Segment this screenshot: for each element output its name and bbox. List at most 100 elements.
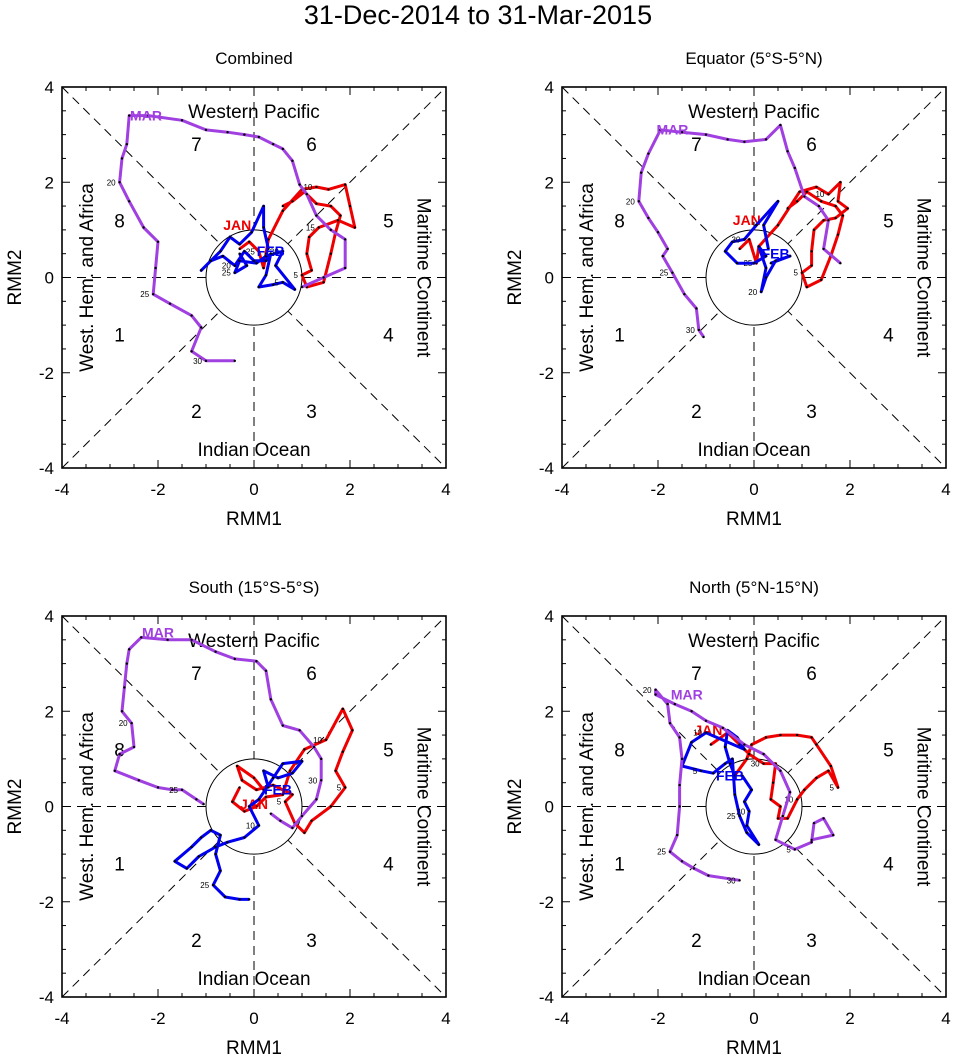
day-marker (310, 819, 313, 822)
day-marker (793, 848, 796, 851)
day-marker (118, 181, 121, 184)
day-marker (238, 259, 241, 263)
region-label-bottom: Indian Ocean (197, 969, 310, 990)
day-marker (745, 757, 748, 761)
day-marker (647, 152, 650, 155)
day-marker (668, 721, 672, 725)
phase-label-6: 6 (806, 135, 817, 156)
month-label-feb: FEB (716, 767, 744, 783)
day-marker (257, 250, 260, 253)
phase-label-5: 5 (383, 740, 394, 761)
day-marker (748, 810, 751, 813)
day-marker (267, 247, 270, 251)
panel-title: North (5°N-15°N) (689, 578, 819, 597)
day-marker (279, 819, 282, 822)
phase-label-5: 5 (383, 211, 394, 232)
month-label-feb: FEB (257, 243, 285, 259)
x-tick-label: 0 (249, 480, 258, 499)
day-marker (281, 724, 284, 727)
day-marker (805, 285, 808, 289)
day-marker (704, 133, 708, 136)
phase-label-2: 2 (191, 402, 202, 423)
day-marker (228, 235, 232, 239)
day-marker (680, 860, 684, 863)
day-marker (197, 855, 200, 858)
day-marker (728, 762, 732, 765)
day-marker (291, 826, 294, 830)
day-marker (752, 262, 756, 265)
day-marker (320, 757, 323, 761)
y-tick-label: -4 (39, 988, 54, 1007)
region-label-right: Maritime Continent (412, 198, 433, 358)
day-marker (334, 769, 337, 772)
day-marker (305, 192, 308, 196)
day-marker (262, 204, 265, 208)
day-marker (140, 636, 143, 639)
day-marker (204, 128, 208, 132)
day-marker (190, 350, 193, 353)
day-marker (764, 736, 768, 739)
day-marker (329, 805, 332, 808)
day-marker (147, 114, 150, 117)
day-label: 30 (751, 760, 760, 769)
day-marker (738, 879, 741, 882)
phase-label-8: 8 (114, 211, 125, 232)
day-marker (291, 793, 294, 796)
day-label: 10 (303, 183, 312, 192)
day-marker (128, 114, 131, 117)
day-marker (269, 812, 272, 815)
day-marker (745, 831, 748, 834)
day-marker (344, 238, 347, 241)
day-marker (846, 207, 849, 210)
day-marker (776, 223, 780, 227)
day-marker (680, 131, 684, 134)
y-axis-label: RMM2 (505, 250, 526, 306)
day-marker (329, 228, 332, 232)
day-label: 20 (626, 197, 635, 206)
day-marker (822, 247, 825, 251)
day-marker (300, 285, 304, 289)
day-label: 5 (786, 845, 791, 854)
day-marker (272, 142, 275, 146)
day-marker (243, 250, 246, 253)
day-marker (815, 776, 818, 780)
day-marker (640, 171, 643, 174)
day-marker (786, 817, 789, 820)
day-marker (743, 800, 746, 803)
day-label: 25 (222, 269, 231, 278)
day-marker (305, 252, 308, 255)
day-marker (156, 240, 160, 243)
day-marker (293, 288, 296, 291)
day-marker (233, 271, 236, 274)
day-marker (666, 247, 669, 251)
day-marker (827, 219, 830, 222)
day-marker (774, 838, 777, 842)
day-marker (834, 204, 837, 208)
day-marker (796, 798, 799, 801)
day-marker (262, 266, 265, 270)
x-tick-label: -4 (554, 480, 569, 499)
day-marker (700, 769, 703, 772)
series-jan: 5 10 15 25 JAN (223, 183, 357, 289)
day-marker (243, 836, 246, 839)
day-marker (190, 638, 193, 642)
day-marker (240, 779, 244, 782)
day-marker (252, 259, 256, 263)
series-line-feb (173, 759, 304, 901)
day-marker (781, 814, 784, 818)
day-marker (836, 200, 840, 203)
day-marker (680, 757, 684, 761)
day-marker (767, 247, 770, 251)
day-marker (336, 219, 340, 222)
day-marker (822, 817, 825, 820)
x-tick-label: 2 (845, 1009, 854, 1028)
day-marker (704, 719, 708, 722)
day-marker (190, 314, 193, 317)
day-marker (257, 798, 260, 801)
day-marker (724, 762, 727, 765)
day-marker (760, 290, 763, 293)
day-marker (243, 810, 246, 813)
day-marker (733, 774, 736, 777)
x-axis-label: RMM1 (226, 509, 282, 530)
